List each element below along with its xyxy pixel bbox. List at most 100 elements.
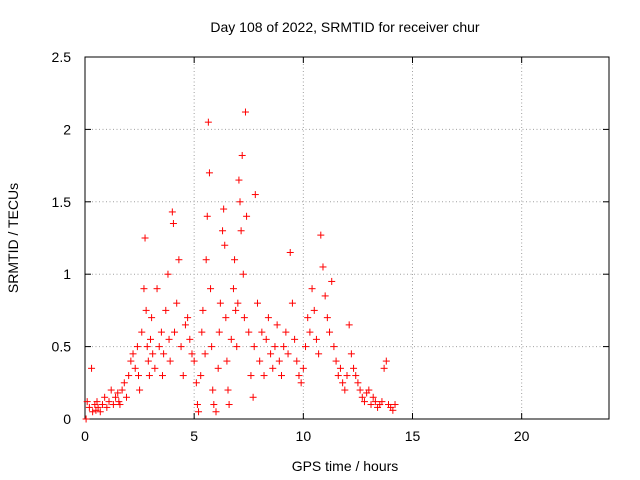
plot-frame [84,56,610,420]
data-point [371,398,379,406]
data-point [208,343,216,351]
y-tick-label: 1.5 [52,194,72,210]
data-point [389,406,397,414]
data-point [157,328,165,336]
data-point [148,314,156,322]
data-point [186,335,194,343]
data-point [358,393,366,401]
data-point [133,343,141,351]
data-point [125,372,133,380]
x-tick-label: 10 [296,428,312,444]
data-point [205,169,213,177]
data-point [127,357,135,365]
data-point [175,256,183,264]
data-point [332,357,340,365]
data-point [302,343,310,351]
data-point [312,335,320,343]
data-point [116,401,124,409]
data-point [280,343,288,351]
data-point [192,379,200,387]
data-point [198,328,206,336]
data-point [323,314,331,322]
x-tick-label: 20 [514,428,530,444]
data-point [118,386,126,394]
data-point [343,372,351,380]
y-tick-label: 0.5 [52,339,72,355]
data-point [315,350,323,358]
data-point [122,393,130,401]
data-point [212,408,220,416]
chart-title: Day 108 of 2022, SRMTID for receiver chu… [210,19,480,35]
x-axis-label: GPS time / hours [292,458,399,474]
data-point [341,386,349,394]
data-point [293,357,301,365]
data-point [240,314,248,322]
data-point [181,321,189,329]
data-point [310,306,318,314]
data-point [224,386,232,394]
data-point [85,403,93,411]
data-point [94,403,102,411]
data-point [165,335,173,343]
data-point [336,364,344,372]
data-point [151,364,159,372]
data-point [227,335,235,343]
data-point [306,328,314,336]
data-point [339,379,347,387]
grid [85,57,609,419]
data-point [321,292,329,300]
data-point [391,401,399,409]
data-point [188,350,196,358]
data-point [101,393,109,401]
data-point [215,328,223,336]
data-point [184,314,192,322]
data-point [282,328,290,336]
data-point [378,398,386,406]
data-point [166,357,174,365]
data-point [288,299,296,307]
data-point [179,372,187,380]
data-point [354,379,362,387]
data-point [202,256,210,264]
data-point [153,285,161,293]
data-point [203,212,211,220]
data-point [286,248,294,256]
data-point [231,256,239,264]
data-point [225,401,233,409]
data-point [236,198,244,206]
x-tick-label: 15 [405,428,421,444]
data-point [190,357,198,365]
data-point [143,343,151,351]
data-point [147,335,154,343]
data-point [291,335,299,343]
x-tick-label: 0 [81,428,89,444]
data-point [168,208,176,216]
data-point [98,401,106,409]
data-point [193,401,201,409]
data-point [250,343,258,351]
data-point [96,408,104,416]
data-point [328,277,336,285]
data-point [140,285,148,293]
data-point [223,357,231,365]
data-point [197,372,205,380]
data-point [297,379,305,387]
data-point [138,328,146,336]
data-point [120,379,128,387]
data-point [164,270,172,278]
data-point [308,285,316,293]
data-point [382,357,390,365]
data-point [149,350,157,358]
data-point [162,306,170,314]
data-point [105,398,113,406]
data-point [249,393,257,401]
data-point [141,234,149,242]
data-point [365,386,373,394]
data-point [304,314,312,322]
data-point [210,401,218,409]
data-point [262,335,270,343]
data-point [221,241,229,249]
data-point [83,398,91,406]
data-point [326,328,334,336]
